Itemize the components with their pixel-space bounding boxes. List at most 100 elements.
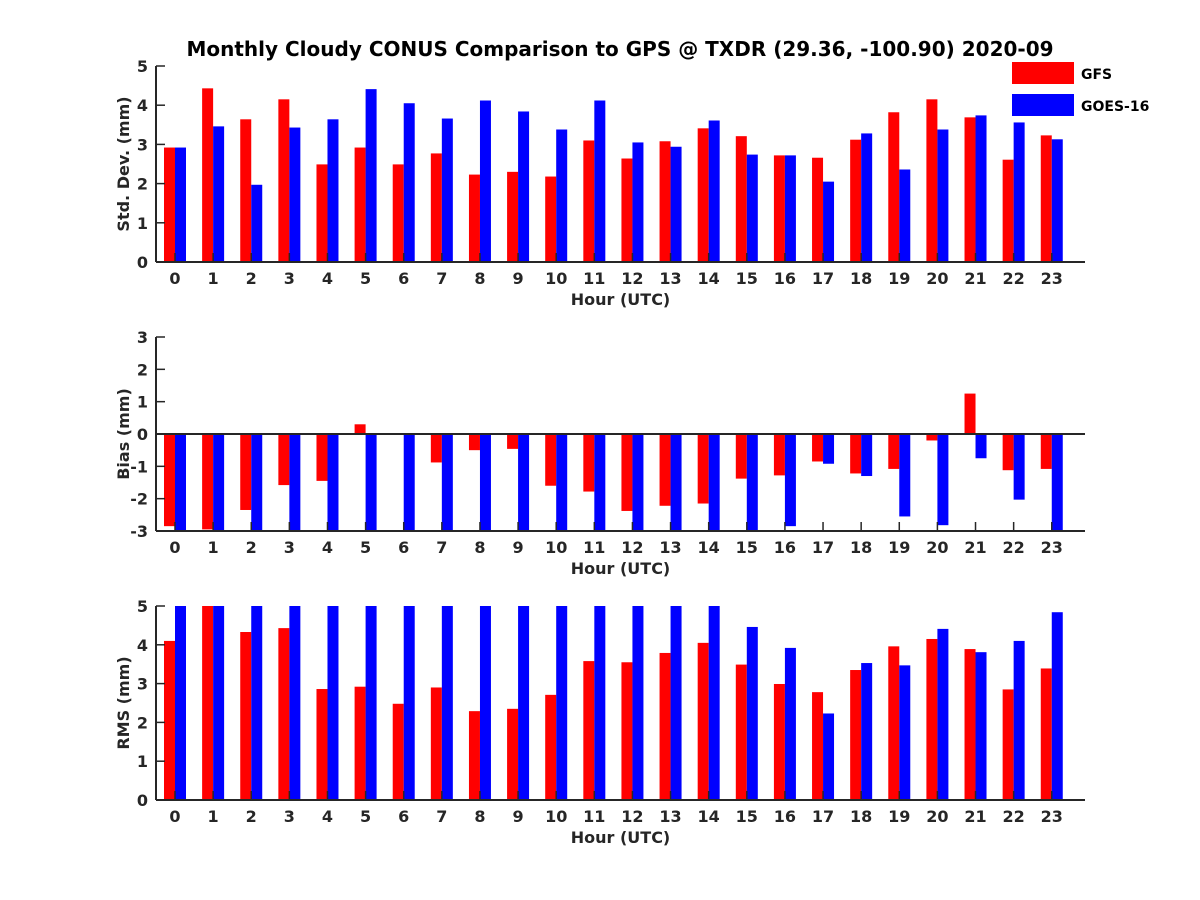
bar-goes-16-hour-4	[327, 434, 339, 531]
bar-gfs-hour-19	[888, 646, 900, 800]
bar-goes-16-hour-1	[213, 434, 225, 531]
bar-goes-16-hour-12	[632, 606, 644, 800]
x-tick-label: 16	[774, 807, 796, 826]
bar-goes-16-hour-18	[861, 133, 873, 262]
bar-goes-16-hour-0	[175, 147, 186, 262]
bar-gfs-hour-22	[1002, 689, 1014, 800]
bar-gfs-hour-4	[316, 434, 328, 481]
bar-goes-16-hour-23	[1051, 139, 1063, 262]
bar-gfs-hour-20	[926, 434, 938, 441]
x-tick-label: 14	[698, 807, 720, 826]
x-tick-label: 7	[436, 269, 447, 288]
bar-goes-16-hour-21	[975, 434, 987, 459]
x-tick-label: 17	[812, 269, 834, 288]
bar-gfs-hour-6	[392, 703, 404, 800]
x-tick-label: 21	[964, 807, 986, 826]
bar-goes-16-hour-6	[403, 103, 415, 263]
x-tick-label: 8	[474, 538, 485, 557]
bar-gfs-hour-14	[697, 642, 709, 800]
bar-goes-16-hour-14	[708, 434, 720, 531]
bar-goes-16-hour-12	[632, 142, 644, 262]
bar-goes-16-hour-22	[1013, 122, 1025, 262]
bar-gfs-hour-3	[278, 628, 290, 800]
bar-gfs-hour-11	[583, 434, 595, 492]
bar-goes-16-hour-22	[1013, 640, 1025, 800]
bar-gfs-hour-18	[850, 670, 862, 800]
y-tick-label: 1	[137, 752, 148, 771]
bar-goes-16-hour-15	[746, 626, 758, 800]
x-tick-label: 21	[964, 269, 986, 288]
x-tick-label: 4	[322, 538, 333, 557]
bar-gfs-hour-14	[697, 128, 709, 262]
bar-goes-16-hour-20	[937, 628, 949, 800]
bar-goes-16-hour-5	[365, 89, 377, 262]
bar-gfs-hour-2	[240, 632, 252, 800]
bar-goes-16-hour-16	[784, 647, 796, 800]
bar-goes-16-hour-23	[1051, 612, 1063, 800]
bar-gfs-hour-20	[926, 638, 938, 800]
bar-gfs-hour-20	[926, 99, 938, 262]
bar-goes-16-hour-16	[784, 155, 796, 262]
x-tick-label: 19	[888, 269, 910, 288]
x-tick-label: 12	[621, 538, 643, 557]
bar-goes-16-hour-23	[1051, 434, 1063, 531]
bar-gfs-hour-5	[354, 424, 366, 434]
bar-gfs-hour-17	[812, 692, 824, 800]
x-tick-label: 5	[360, 269, 371, 288]
bar-goes-16-hour-19	[899, 169, 911, 262]
bar-goes-16-hour-11	[594, 100, 606, 262]
y-axis-label: Std. Dev. (mm)	[114, 96, 133, 231]
bar-goes-16-hour-8	[479, 434, 491, 531]
x-tick-label: 17	[812, 538, 834, 557]
bar-goes-16-hour-17	[823, 181, 835, 262]
bar-gfs-hour-21	[964, 117, 976, 262]
bar-goes-16-hour-7	[441, 606, 453, 800]
x-tick-label: 3	[284, 269, 295, 288]
x-tick-label: 15	[736, 807, 758, 826]
chart-title: Monthly Cloudy CONUS Comparison to GPS @…	[186, 37, 1053, 61]
bar-gfs-hour-22	[1002, 159, 1014, 262]
legend-label: GFS	[1081, 67, 1112, 83]
bar-gfs-hour-12	[621, 158, 633, 262]
x-tick-label: 15	[736, 269, 758, 288]
bar-gfs-hour-17	[812, 157, 824, 262]
bar-gfs-hour-22	[1002, 434, 1014, 471]
x-tick-label: 23	[1041, 807, 1063, 826]
y-tick-label: 5	[137, 597, 148, 616]
x-tick-label: 3	[284, 538, 295, 557]
bar-goes-16-hour-0	[175, 434, 186, 531]
bar-goes-16-hour-2	[251, 184, 263, 262]
bar-gfs-hour-23	[1040, 668, 1052, 800]
x-tick-label: 1	[208, 538, 219, 557]
bar-gfs-hour-2	[240, 119, 252, 262]
bar-goes-16-hour-12	[632, 434, 644, 531]
bar-goes-16-hour-18	[861, 434, 873, 477]
x-tick-label: 0	[169, 538, 180, 557]
bar-goes-16-hour-2	[251, 606, 263, 800]
bar-gfs-hour-16	[773, 155, 785, 262]
x-tick-label: 11	[583, 807, 605, 826]
bar-goes-16-hour-21	[975, 652, 987, 800]
y-tick-label: 5	[137, 57, 148, 76]
x-tick-label: 14	[698, 269, 720, 288]
bar-goes-16-hour-18	[861, 663, 873, 800]
x-tick-label: 9	[513, 538, 524, 557]
x-tick-label: 22	[1003, 807, 1025, 826]
bar-goes-16-hour-3	[289, 434, 301, 531]
x-tick-label: 10	[545, 807, 567, 826]
bar-gfs-hour-13	[659, 141, 671, 262]
bar-goes-16-hour-17	[823, 713, 835, 800]
bar-gfs-hour-3	[278, 434, 290, 486]
bar-gfs-hour-10	[545, 434, 557, 486]
bar-goes-16-hour-14	[708, 606, 720, 800]
bar-goes-16-hour-16	[784, 434, 796, 527]
bar-gfs-hour-16	[773, 434, 785, 476]
bar-goes-16-hour-5	[365, 434, 377, 531]
x-tick-label: 13	[659, 269, 681, 288]
x-tick-label: 7	[436, 807, 447, 826]
bar-gfs-hour-23	[1040, 434, 1052, 469]
bar-goes-16-hour-10	[556, 434, 568, 531]
